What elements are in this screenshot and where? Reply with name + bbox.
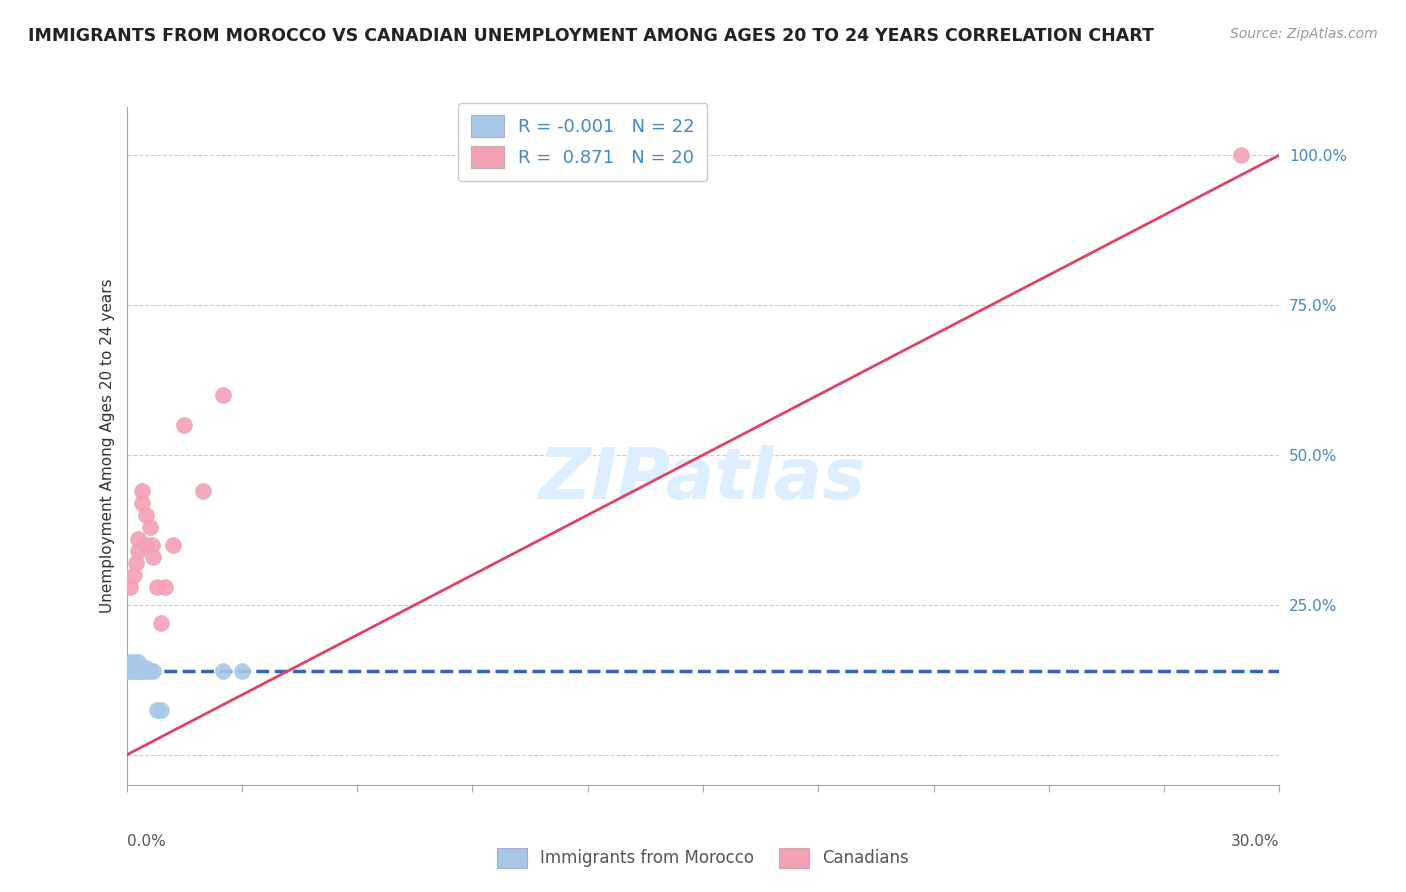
Y-axis label: Unemployment Among Ages 20 to 24 years: Unemployment Among Ages 20 to 24 years: [100, 278, 115, 614]
Point: [131, 496, 153, 510]
Point: [146, 703, 169, 717]
Text: ZIPatlas: ZIPatlas: [540, 445, 866, 515]
Point: [120, 655, 142, 669]
Point: [193, 483, 215, 498]
Point: [231, 664, 253, 678]
Point: [131, 664, 153, 678]
Text: Source: ZipAtlas.com: Source: ZipAtlas.com: [1230, 27, 1378, 41]
Point: [135, 661, 157, 675]
Point: [117, 664, 139, 678]
Point: [127, 661, 149, 675]
Point: [173, 417, 195, 432]
Point: [127, 664, 149, 678]
Point: [153, 580, 176, 594]
Point: [131, 483, 153, 498]
Point: [138, 664, 160, 678]
Point: [150, 615, 173, 630]
Point: [135, 664, 157, 678]
Point: [122, 568, 145, 582]
Point: [142, 664, 165, 678]
Point: [121, 661, 143, 675]
Point: [135, 538, 157, 552]
Point: [122, 664, 145, 678]
Point: [211, 664, 233, 678]
Point: [135, 508, 157, 522]
Point: [122, 661, 145, 675]
Point: [129, 664, 152, 678]
Point: [120, 664, 142, 678]
Point: [122, 655, 145, 669]
Point: [127, 544, 149, 558]
Point: [162, 538, 184, 552]
Point: [150, 703, 173, 717]
Point: [211, 388, 233, 402]
Point: [125, 664, 148, 678]
Point: [1230, 148, 1253, 162]
Text: 30.0%: 30.0%: [1232, 834, 1279, 849]
Point: [127, 655, 149, 669]
Legend: Immigrants from Morocco, Canadians: Immigrants from Morocco, Canadians: [491, 841, 915, 875]
Legend: R = -0.001   N = 22, R =  0.871   N = 20: R = -0.001 N = 22, R = 0.871 N = 20: [458, 103, 707, 181]
Text: 0.0%: 0.0%: [127, 834, 166, 849]
Point: [141, 538, 163, 552]
Point: [146, 580, 169, 594]
Point: [142, 549, 165, 564]
Point: [131, 661, 153, 675]
Point: [127, 532, 149, 546]
Point: [120, 580, 142, 594]
Text: IMMIGRANTS FROM MOROCCO VS CANADIAN UNEMPLOYMENT AMONG AGES 20 TO 24 YEARS CORRE: IMMIGRANTS FROM MOROCCO VS CANADIAN UNEM…: [28, 27, 1154, 45]
Point: [125, 556, 148, 570]
Point: [138, 520, 160, 534]
